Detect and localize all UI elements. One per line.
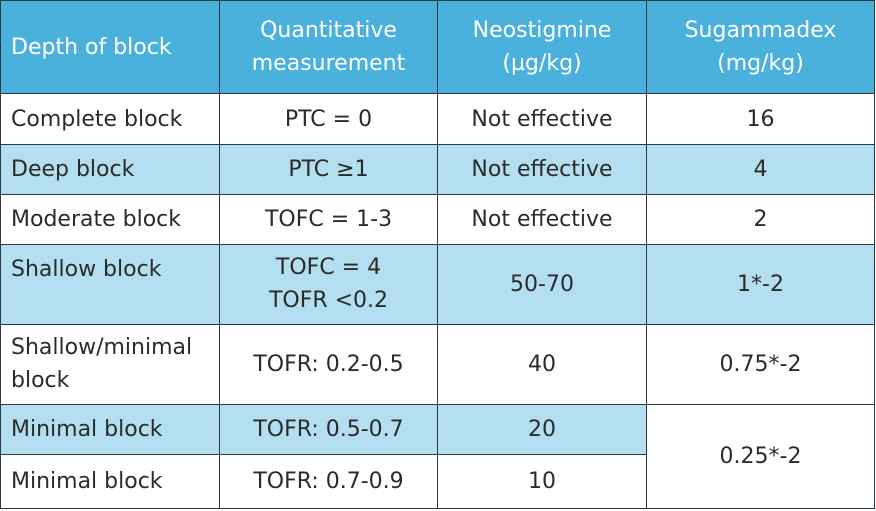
neostigmine-cell: 40 — [437, 323, 647, 405]
table-row: Complete block PTC = 0 Not effective 16 — [0, 92, 875, 146]
header-quantitative-measurement: Quantitative measurement — [219, 0, 438, 94]
neostigmine-cell: Not effective — [437, 194, 647, 246]
depth-cell: Minimal block — [0, 403, 220, 455]
depth-cell: Moderate block — [0, 194, 220, 246]
measurement-cell: TOFR: 0.2-0.5 — [219, 323, 438, 405]
depth-cell: Complete block — [0, 92, 220, 146]
sugammadex-cell: 0.25*-2 — [646, 403, 875, 510]
neostigmine-cell: 20 — [437, 403, 647, 455]
measurement-cell: TOFC = 1-3 — [219, 194, 438, 246]
measurement-cell: TOFC = 4 TOFR <0.2 — [219, 244, 438, 325]
table-row: Deep block PTC ≥1 Not effective 4 — [0, 144, 875, 196]
sugammadex-cell: 16 — [646, 92, 875, 146]
sugammadex-cell: 1*-2 — [646, 244, 875, 325]
neostigmine-cell: Not effective — [437, 92, 647, 146]
sugammadex-cell: 2 — [646, 194, 875, 246]
table-row: Shallow block TOFC = 4 TOFR <0.2 50-70 1… — [0, 244, 875, 325]
measurement-cell: TOFR: 0.5-0.7 — [219, 403, 438, 455]
header-sugammadex: Sugammadex (mg/kg) — [646, 0, 875, 94]
neostigmine-cell: 10 — [437, 453, 647, 510]
table-row: Moderate block TOFC = 1-3 Not effective … — [0, 194, 875, 246]
measurement-cell: PTC = 0 — [219, 92, 438, 146]
measurement-cell: PTC ≥1 — [219, 144, 438, 196]
depth-cell: Minimal block — [0, 453, 220, 510]
neostigmine-cell: 50-70 — [437, 244, 647, 325]
depth-cell: Shallow/minimal block — [0, 323, 220, 405]
neostigmine-cell: Not effective — [437, 144, 647, 196]
header-depth-of-block: Depth of block — [0, 0, 220, 94]
depth-cell: Deep block — [0, 144, 220, 196]
depth-cell: Shallow block — [0, 244, 220, 325]
header-neostigmine: Neostigmine (µg/kg) — [437, 0, 647, 94]
table-row: Minimal block TOFR: 0.7-0.9 10 — [0, 453, 875, 510]
measurement-cell: TOFR: 0.7-0.9 — [219, 453, 438, 510]
sugammadex-cell: 0.75*-2 — [646, 323, 875, 405]
header-row: Depth of block Quantitative measurement … — [0, 0, 875, 94]
table-row: Minimal block TOFR: 0.5-0.7 20 0.25*-2 — [0, 403, 875, 510]
sugammadex-cell: 4 — [646, 144, 875, 196]
table-row: Shallow/minimal block TOFR: 0.2-0.5 40 0… — [0, 323, 875, 405]
